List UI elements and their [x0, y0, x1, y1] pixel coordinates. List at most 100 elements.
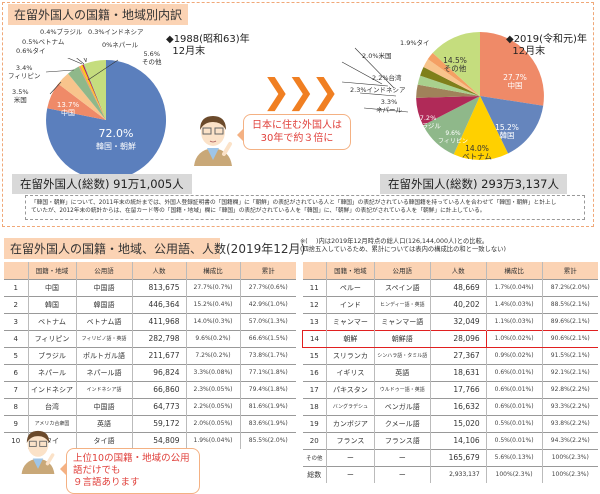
speech-bubble-languages: 上位10の国籍・地域の公用語だけでも ９言語あります: [60, 448, 200, 494]
table-row: その他ーー 165,679 5.6%(0.13%) 100%(2.3%): [302, 448, 598, 466]
table-row: 13 ミャンマー ミャンマー語 32,049 1.1%(0.03%) 89.6%(2.1%…: [302, 312, 598, 330]
slice-indonesia-2019: [417, 75, 480, 96]
total-2019: 在留外国人(総数) 293万3,137人: [380, 174, 567, 194]
ratio-cell: 1.4%(0.03%): [485, 295, 543, 313]
slice-korea-1988: [46, 59, 167, 180]
table-row: 11 ペルー スペイン語 48,669 1.7%(0.04%) 87.2%(2.0%): [302, 278, 598, 296]
rank-cell: 7: [4, 380, 28, 398]
cumulative-cell: 93.8%(2.2%): [541, 414, 598, 432]
cumulative-cell: 89.6%(2.1%): [541, 312, 598, 330]
cumulative-cell: 79.4%(1.8%): [239, 380, 296, 398]
cumulative-cell: 66.6%(1.5%): [239, 329, 296, 347]
rank-cell: 14: [302, 329, 327, 348]
table-row: 16 イギリス 英語 18,631 0.6%(0.01%) 92.1%(2.1%): [302, 363, 598, 381]
ratio-cell: 2.3%(0.05%): [185, 380, 240, 398]
label-philippines-2019: 9.6% フィリピン: [438, 130, 468, 145]
country-cell: ネパール: [27, 363, 76, 381]
language-cell: ミャンマー語: [373, 312, 431, 330]
rank-cell: 1: [4, 278, 28, 296]
country-cell: インド: [325, 295, 375, 313]
slice-philippines-2019: [423, 96, 480, 155]
ratio-cell: 0.6%(0.01%): [485, 397, 543, 415]
label-taiwan-2019: 2.2%台湾: [372, 74, 402, 82]
cumulative-cell: 77.1%(1.8%): [239, 363, 296, 381]
country-cell: 朝鮮: [325, 329, 375, 348]
rank-cell: 12: [302, 295, 327, 313]
table-row: 総数ーー 2,933,137 100%(2.3%) 100%(2.3%): [302, 465, 598, 483]
cumulative-cell: 88.5%(2.1%): [541, 295, 598, 313]
rank-cell: 17: [302, 380, 327, 398]
label-us-2019: 2.0%米国: [362, 52, 392, 60]
label-other-1988: 5.6% その他: [142, 50, 162, 66]
cumulative-cell: 81.6%(1.9%): [239, 397, 296, 415]
ratio-cell: 15.2%(0.4%): [185, 295, 240, 313]
language-cell: ー: [373, 465, 431, 483]
cumulative-cell: 100%(2.3%): [541, 448, 598, 466]
ratio-cell: 5.6%(0.13%): [485, 448, 543, 466]
country-cell: アメリカ合衆国: [27, 414, 76, 432]
count-cell: 282,798: [131, 329, 186, 347]
slice-vietnam-2019: [453, 96, 508, 161]
ratio-cell: 27.7%(0.7%): [185, 278, 240, 296]
slice-nepal-2019: [416, 84, 480, 98]
language-cell: ベンガル語: [373, 397, 431, 415]
country-cell: カンボジア: [325, 414, 375, 432]
rank-cell: 13: [302, 312, 327, 330]
label-vietnam-1988: 0.5%ベトナム: [22, 38, 65, 46]
language-cell: ヒンディー語・英語: [373, 295, 431, 313]
slice-china-1988: [47, 83, 106, 120]
language-cell: タイ語: [75, 431, 132, 449]
label-us-1988: 3.5% 米国: [12, 88, 29, 104]
slice-indonesia-1988: [83, 63, 106, 120]
language-cell: スペイン語: [373, 278, 431, 296]
total-1988: 在留外国人(総数) 91万1,005人: [12, 174, 192, 194]
language-cell: 朝鮮語: [373, 329, 431, 348]
language-cell: ポルトガル語: [75, 346, 132, 364]
label-nepal-2019: 3.3% ネパール: [376, 98, 402, 114]
slice-us-1988: [58, 73, 106, 120]
table-row: 20 フランス フランス語 14,106 0.5%(0.01%) 94.3%(2.2%): [302, 431, 598, 449]
count-cell: 16,632: [429, 397, 487, 415]
label-nepal-1988: 0%ネパール: [102, 41, 139, 49]
table-row: 19 カンボジア クメール語 15,020 0.5%(0.01%) 93.8%(2.2%): [302, 414, 598, 432]
label-thai-1988: 0.6%タイ: [16, 47, 46, 55]
section-title-composition: 在留外国人の国籍・地域別内訳: [8, 4, 189, 25]
language-cell: インドネシア語: [75, 380, 132, 398]
count-cell: 28,096: [429, 329, 487, 348]
cumulative-cell: 85.5%(2.0%): [239, 431, 296, 449]
ratio-cell: 1.0%(0.02%): [485, 329, 543, 348]
cumulative-cell: 90.6%(2.1%): [541, 329, 598, 348]
country-cell: ミャンマー: [325, 312, 375, 330]
count-cell: 66,860: [131, 380, 186, 398]
country-cell: イギリス: [325, 363, 375, 381]
count-cell: 165,679: [429, 448, 487, 466]
count-cell: 411,968: [131, 312, 186, 330]
cumulative-cell: 27.7%(0.6%): [239, 278, 296, 296]
cumulative-cell: 92.8%(2.2%): [541, 380, 598, 398]
ratio-cell: 0.5%(0.01%): [485, 414, 543, 432]
country-cell: ペルー: [325, 278, 375, 296]
slice-brazil-1988: [82, 64, 106, 120]
cumulative-cell: 100%(2.3%): [541, 465, 598, 483]
language-cell: フィリピノ語・英語: [75, 329, 132, 347]
slice-vietnam-1988: [80, 64, 106, 120]
country-cell: インドネシア: [27, 380, 76, 398]
label-china-1988: 13.7% 中国: [56, 101, 80, 117]
country-cell: 韓国: [27, 295, 76, 313]
ratio-cell: 0.6%(0.01%): [485, 380, 543, 398]
country-cell: ベトナム: [27, 312, 76, 330]
rank-cell: 6: [4, 363, 28, 381]
date-2019: ◆2019(令和元)年 12月末: [506, 34, 587, 57]
label-indonesia-1988: 0.3%インドネシア: [88, 28, 144, 36]
arrow-chevrons-icon: ❯❯❯: [262, 72, 339, 112]
rank-cell: 16: [302, 363, 327, 381]
label-china-2019: 27.7% 中国: [503, 73, 527, 90]
rank-cell: 4: [4, 329, 28, 347]
rank-cell: 5: [4, 346, 28, 364]
country-cell: スリランカ: [325, 346, 375, 364]
table-row: 1 中国 中国語 813,675 27.7%(0.7%) 27.7%(0.6%): [4, 278, 296, 296]
slice-china-2019: [480, 32, 544, 106]
date-1988: ◆1988(昭和63)年 12月末: [166, 34, 250, 57]
label-brazil-1988: 0.4%ブラジル: [40, 28, 83, 36]
speech-bubble-tripled: 日本に住む外国人は 30年で約３倍に: [237, 114, 351, 150]
